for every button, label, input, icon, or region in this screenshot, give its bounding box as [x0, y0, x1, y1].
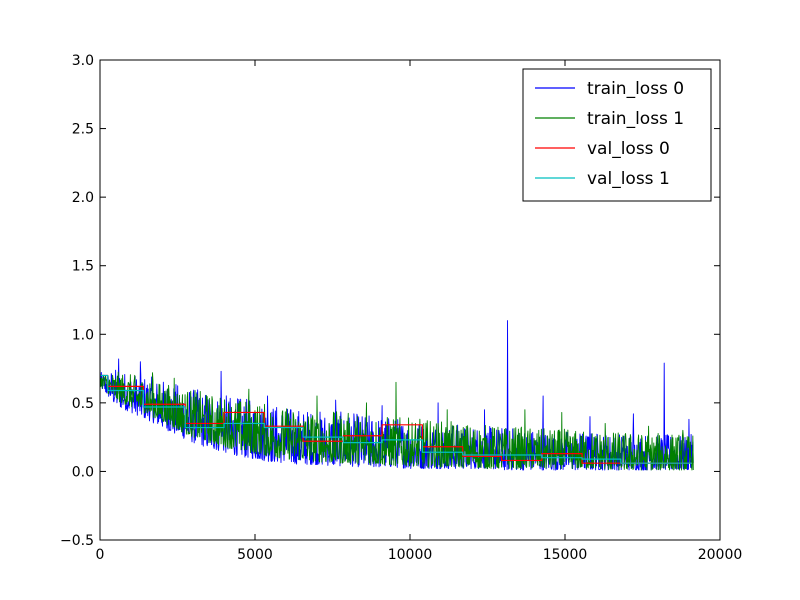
y-tick-label: 3.0 — [72, 53, 94, 69]
legend: train_loss 0 train_loss 1 val_loss 0 val_lo… — [522, 68, 712, 202]
series-line-val-loss-1 — [100, 374, 693, 464]
y-tick-label: 0.0 — [72, 464, 94, 480]
legend-label-train-loss-1: train_loss 1 — [587, 109, 684, 129]
series-layer — [100, 320, 694, 471]
x-tick-label: 15000 — [543, 547, 588, 563]
series-line-train-loss-1 — [100, 371, 694, 471]
legend-label-val-loss-1: val_loss 1 — [587, 169, 670, 189]
series-line-val-loss-0 — [100, 374, 693, 464]
tick-layer: 0 5000 10000 15000 20000 −0.5 0.0 0.5 1.0 1.5 2.0 2… — [60, 53, 742, 563]
x-tick-label: 10000 — [388, 547, 433, 563]
y-tick-label: −0.5 — [60, 533, 94, 549]
legend-box — [522, 68, 712, 202]
y-tick-label: 2.5 — [72, 122, 94, 138]
x-tick-label: 5000 — [237, 547, 273, 563]
y-tick-label: 2.0 — [72, 190, 94, 206]
x-tick-label: 20000 — [698, 547, 743, 563]
y-tick-label: 1.0 — [72, 327, 94, 343]
plot-area: 0 5000 10000 15000 20000 −0.5 0.0 0.5 1.0 1.5 2.0 2… — [60, 53, 742, 563]
legend-label-val-loss-0: val_loss 0 — [587, 139, 670, 159]
legend-label-train-loss-0: train_loss 0 — [587, 79, 684, 99]
y-tick-label: 0.5 — [72, 396, 94, 412]
x-tick-label: 0 — [96, 547, 105, 563]
y-tick-label: 1.5 — [72, 259, 94, 275]
